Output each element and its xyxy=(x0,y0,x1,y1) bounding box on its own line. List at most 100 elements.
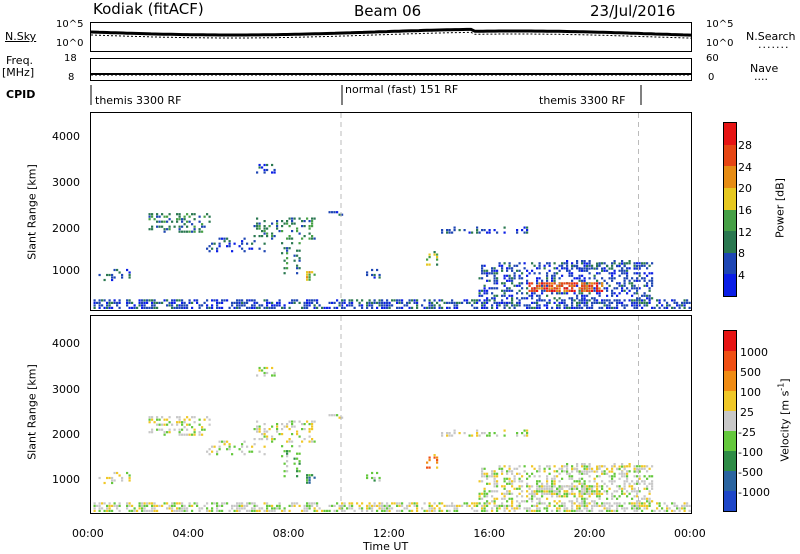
echo-cell xyxy=(546,274,549,277)
echo-cell xyxy=(288,428,291,431)
echo-cell xyxy=(633,495,636,498)
echo-cell xyxy=(531,495,534,498)
echo-cell xyxy=(541,284,544,287)
echo-cell xyxy=(506,500,509,503)
echo-cell xyxy=(613,269,616,272)
echo-cell xyxy=(111,481,114,485)
echo-cell xyxy=(598,289,601,292)
echo-cell xyxy=(483,509,486,512)
echo-cell xyxy=(286,222,289,225)
echo-cell xyxy=(93,504,96,507)
echo-cell xyxy=(581,294,584,297)
echo-cell xyxy=(623,502,626,505)
echo-cell xyxy=(561,299,564,302)
echo-cell xyxy=(628,267,631,270)
echo-cell xyxy=(548,492,551,495)
echo-cell xyxy=(281,428,284,431)
echo-cell xyxy=(576,301,579,304)
echo-cell xyxy=(576,262,579,265)
echo-cell xyxy=(561,477,564,480)
power-cbar-label: Power [dB] xyxy=(773,178,787,238)
echo-cell xyxy=(308,273,311,276)
echo-cell xyxy=(311,438,314,441)
echo-cell xyxy=(611,509,614,512)
echo-cell xyxy=(583,463,586,466)
echo-cell xyxy=(591,467,594,470)
echo-cell xyxy=(638,468,641,471)
echo-cell xyxy=(423,299,426,302)
echo-cell xyxy=(516,434,519,437)
echo-cell xyxy=(576,463,579,466)
echo-cell xyxy=(193,225,196,228)
echo-cell xyxy=(208,306,211,309)
echo-cell xyxy=(623,485,626,488)
echo-cell xyxy=(191,504,194,507)
echo-cell xyxy=(201,225,204,228)
echo-cell xyxy=(483,507,486,510)
echo-cell xyxy=(641,502,644,505)
echo-cell xyxy=(368,299,371,302)
echo-cell xyxy=(503,301,506,304)
echo-cell xyxy=(583,277,586,280)
echo-cell xyxy=(481,264,484,267)
echo-cell xyxy=(218,509,221,512)
echo-cell xyxy=(268,301,271,304)
echo-cell xyxy=(251,299,254,302)
echo-cell xyxy=(433,304,436,307)
echo-cell xyxy=(446,229,449,232)
echo-cell xyxy=(591,306,594,309)
echo-cell xyxy=(128,474,131,477)
colorbar-swatch xyxy=(724,451,736,471)
echo-cell xyxy=(628,502,631,505)
echo-cell xyxy=(568,282,571,285)
echo-cell xyxy=(573,284,576,287)
echo-cell xyxy=(178,428,181,431)
echo-cell xyxy=(478,231,481,234)
echo-cell xyxy=(146,306,149,309)
echo-cell xyxy=(396,299,399,302)
echo-cell xyxy=(328,211,331,214)
echo-cell xyxy=(681,504,684,507)
echo-cell xyxy=(536,490,539,493)
echo-cell xyxy=(251,306,254,309)
echo-cell xyxy=(621,260,624,263)
echo-cell xyxy=(568,297,571,300)
echo-cell xyxy=(286,267,289,270)
echo-cell xyxy=(203,418,206,421)
echo-cell xyxy=(296,227,299,230)
echo-cell xyxy=(551,287,554,290)
echo-cell xyxy=(528,272,531,275)
echo-cell xyxy=(168,225,171,228)
echo-cell xyxy=(313,507,316,510)
echo-cell xyxy=(666,306,669,309)
echo-cell xyxy=(518,504,521,507)
echo-cell xyxy=(361,502,364,505)
echo-cell xyxy=(163,502,166,505)
echo-cell xyxy=(281,230,284,233)
echo-cell xyxy=(431,509,434,512)
echo-cell xyxy=(146,299,149,302)
echo-cell xyxy=(468,301,471,304)
velocity-ytick-3000: 3000 xyxy=(52,383,80,396)
echo-cell xyxy=(483,487,486,490)
echo-cell xyxy=(241,502,244,505)
echo-cell xyxy=(486,299,489,302)
echo-cell xyxy=(643,502,646,505)
echo-cell xyxy=(578,482,581,485)
echo-cell xyxy=(536,480,539,483)
echo-cell xyxy=(246,502,249,505)
echo-cell xyxy=(641,509,644,512)
echo-cell xyxy=(293,222,296,225)
echo-cell xyxy=(476,509,479,512)
echo-cell xyxy=(493,299,496,302)
echo-cell xyxy=(163,431,166,434)
echo-cell xyxy=(608,507,611,510)
echo-cell xyxy=(501,504,504,507)
echo-cell xyxy=(586,492,589,495)
echo-cell xyxy=(121,476,124,480)
echo-cell xyxy=(603,279,606,282)
echo-cell xyxy=(253,225,256,228)
echo-cell xyxy=(521,485,524,488)
echo-cell xyxy=(533,287,536,290)
echo-cell xyxy=(586,269,589,272)
